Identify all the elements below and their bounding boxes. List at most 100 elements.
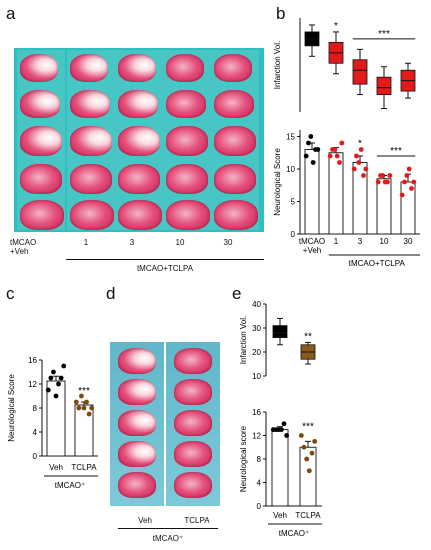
- data-point: [356, 160, 362, 165]
- brain-slice: [174, 410, 212, 436]
- data-point: [399, 192, 405, 198]
- y-tick-label: 0: [33, 452, 38, 461]
- data-point: [306, 468, 312, 474]
- data-point: [339, 140, 345, 146]
- data-point: [308, 134, 314, 139]
- x-tick-label: TCLPA: [295, 511, 321, 520]
- brain-slice: [166, 164, 208, 194]
- data-point: [409, 186, 414, 191]
- data-point: [358, 147, 364, 152]
- data-point: [351, 166, 357, 172]
- data-point: [309, 450, 315, 456]
- data-point: [337, 160, 342, 165]
- y-tick-label: 12: [252, 432, 261, 441]
- data-point: [310, 160, 316, 165]
- brain-slice: [20, 164, 62, 194]
- panel-a-axis-label: 30: [223, 238, 233, 247]
- brain-slice: [174, 441, 212, 467]
- brain-slice: [70, 164, 112, 194]
- y-axis-label: Infarction Vol.: [273, 41, 282, 89]
- group-label: tMCAO⁺: [55, 481, 85, 490]
- significance-mark: ***: [302, 422, 314, 433]
- data-point: [278, 427, 284, 433]
- panel-a-axis-label: 10: [175, 238, 185, 247]
- significance-mark: ***: [78, 386, 90, 397]
- y-tick-label: 15: [286, 133, 295, 142]
- brain-slice: [20, 54, 58, 82]
- data-point: [375, 179, 381, 185]
- brain-slice: [214, 54, 252, 82]
- data-point: [304, 456, 310, 462]
- data-point: [404, 173, 410, 178]
- data-point: [58, 375, 64, 381]
- y-tick-label: 0: [257, 502, 262, 511]
- data-point: [53, 393, 59, 399]
- bar: [46, 380, 66, 457]
- brain-slice: [118, 90, 158, 118]
- panel-a-group-label: tMCAO+TCLPA: [136, 264, 194, 273]
- panel-d-group-label: tMCAO⁺: [152, 534, 184, 543]
- brain-slice: [118, 54, 156, 82]
- brain-slice: [70, 90, 110, 118]
- brain-slice: [118, 200, 162, 230]
- y-tick-label: 4: [33, 428, 38, 437]
- brain-slice: [166, 126, 208, 156]
- data-point: [327, 153, 333, 159]
- data-point: [301, 444, 307, 450]
- brain-slice: [214, 90, 254, 118]
- data-point: [61, 363, 67, 369]
- y-tick-label: 16: [28, 356, 37, 365]
- data-point: [284, 433, 290, 438]
- panel-a-axis-label: 1: [83, 238, 89, 247]
- brain-slice: [118, 472, 156, 498]
- brain-slice: [118, 441, 156, 467]
- y-tick-label: 12: [28, 380, 37, 389]
- data-point: [51, 369, 56, 375]
- significance-mark: *: [358, 138, 362, 149]
- data-point: [48, 375, 54, 381]
- y-tick-label: 20: [252, 348, 261, 357]
- x-tick-label: TCLPA: [71, 463, 97, 472]
- box: [272, 325, 288, 339]
- brain-slice: [174, 379, 212, 405]
- x-tick-label: +Veh: [303, 246, 321, 255]
- data-point: [84, 399, 89, 405]
- y-axis-label: Infarction Vol.: [239, 316, 248, 364]
- data-point: [406, 166, 412, 172]
- y-tick-label: 8: [257, 455, 262, 464]
- data-point: [387, 173, 393, 178]
- panel-c-chart: 0 4 8 12 16 Neurological Score *** Veh TCLPA tMCA…: [7, 356, 98, 490]
- bar: [299, 446, 317, 507]
- x-tick-label: 1: [334, 237, 339, 246]
- brain-slice: [166, 54, 204, 82]
- panel-d-letter: d: [106, 284, 116, 303]
- significance-mark: ***: [390, 146, 402, 157]
- panel-a-axis-label: tMCAO +Veh: [10, 238, 37, 256]
- y-axis-label: Neurological Score: [273, 148, 282, 216]
- brain-slice: [166, 200, 210, 230]
- panel-a-letter: a: [6, 4, 16, 23]
- data-point: [76, 405, 82, 411]
- y-tick-label: 0: [291, 230, 296, 239]
- panel-a-axis-label: 3: [129, 238, 135, 247]
- panel-d-axis-label: TCLPA: [184, 516, 210, 525]
- x-tick-label: tMCAO: [299, 237, 325, 246]
- brain-slice: [20, 126, 62, 156]
- panel-d-group-line: [118, 528, 218, 529]
- y-tick-label: 40: [252, 300, 261, 309]
- brain-slice: [214, 126, 256, 156]
- brain-slice: [166, 90, 206, 118]
- data-point: [45, 387, 51, 393]
- y-tick-label: 4: [257, 479, 262, 488]
- brain-slice: [214, 164, 256, 194]
- data-point: [81, 405, 87, 411]
- x-tick-label: Veh: [49, 463, 63, 472]
- brain-slice: [118, 348, 156, 374]
- data-point: [361, 173, 366, 178]
- y-tick-label: 16: [252, 408, 261, 417]
- panel-a-photo: [14, 48, 264, 232]
- y-tick-label: 5: [291, 198, 296, 207]
- x-tick-label: 30: [404, 237, 413, 246]
- y-tick-label: 10: [286, 165, 295, 174]
- panel-c-letter: c: [6, 284, 15, 303]
